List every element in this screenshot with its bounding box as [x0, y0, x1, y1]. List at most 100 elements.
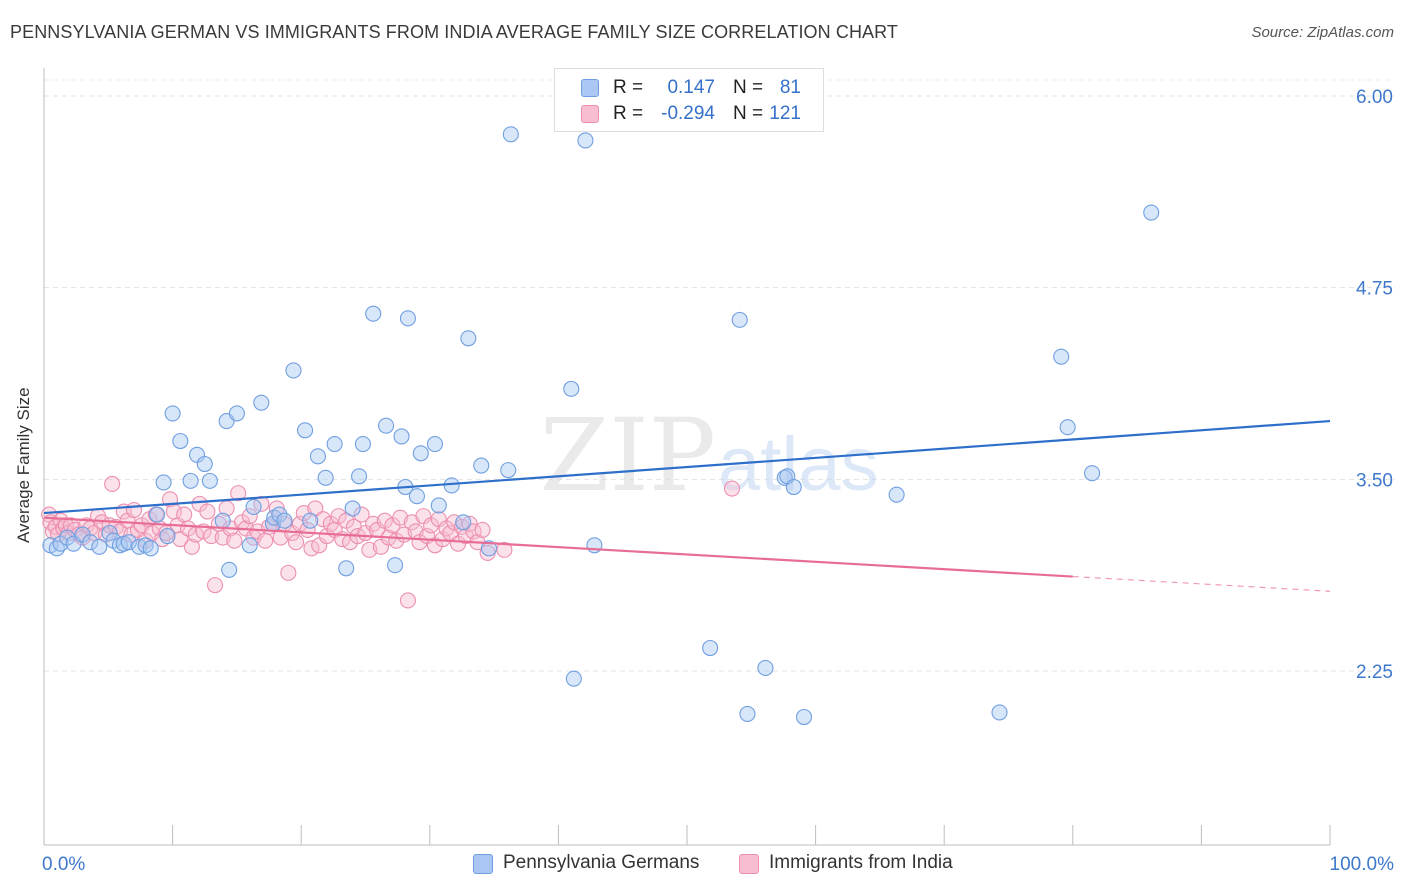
watermark-zip: ZIP	[540, 397, 716, 514]
point-immigrants-from-india	[288, 534, 305, 551]
y-tick-label: 2.25	[1356, 662, 1393, 683]
point-pennsylvania-germans	[228, 405, 245, 422]
trend-line-immigrants-from-india	[43, 516, 1073, 578]
point-pennsylvania-germans	[317, 469, 334, 486]
legend-swatch-pink	[581, 105, 599, 123]
point-pennsylvania-germans	[757, 659, 774, 676]
point-pennsylvania-germans	[785, 478, 802, 496]
legend-r-value: -0.294	[661, 103, 715, 124]
legend-n-value: 121	[769, 103, 801, 124]
point-pennsylvania-germans	[473, 457, 490, 474]
point-pennsylvania-germans	[245, 498, 262, 515]
point-pennsylvania-germans	[412, 445, 429, 462]
point-pennsylvania-germans	[455, 514, 472, 531]
point-immigrants-from-india	[446, 514, 463, 531]
point-pennsylvania-germans	[1053, 348, 1070, 365]
point-pennsylvania-germans	[214, 512, 231, 529]
point-pennsylvania-germans	[155, 474, 172, 491]
point-immigrants-from-india	[104, 475, 121, 492]
legend-n-label: N =	[733, 103, 764, 124]
point-immigrants-from-india	[353, 506, 370, 523]
point-pennsylvania-germans	[480, 540, 498, 557]
point-pennsylvania-germans	[408, 488, 425, 505]
points-layer	[41, 126, 1160, 726]
point-pennsylvania-germans	[297, 422, 314, 439]
point-pennsylvania-germans	[52, 535, 69, 552]
point-immigrants-from-india	[723, 480, 741, 497]
point-pennsylvania-germans	[182, 472, 199, 489]
y-axis-label: Average Family Size	[14, 387, 33, 543]
point-pennsylvania-germans	[502, 126, 519, 143]
series-swatch-pink	[739, 854, 759, 874]
point-pennsylvania-germans	[91, 538, 108, 555]
axes-layer: 2.25 3.50 4.75 6.00 0.0% 100.0%	[42, 68, 1394, 875]
point-pennsylvania-germans	[565, 670, 582, 687]
point-pennsylvania-germans	[577, 132, 594, 149]
point-pennsylvania-germans	[309, 448, 326, 465]
point-pennsylvania-germans	[149, 506, 166, 523]
correlation-legend: R = 0.147 N = 81 R = -0.294 N = 121	[554, 68, 824, 132]
point-pennsylvania-germans	[326, 436, 343, 453]
point-pennsylvania-germans	[393, 428, 410, 445]
point-pennsylvania-germans	[285, 362, 302, 379]
point-immigrants-from-india	[203, 528, 220, 545]
y-tick-label: 6.00	[1356, 87, 1393, 108]
point-immigrants-from-india	[183, 538, 200, 555]
point-immigrants-from-india	[226, 532, 243, 549]
point-pennsylvania-germans	[241, 537, 258, 554]
point-pennsylvania-germans	[120, 534, 137, 551]
point-immigrants-from-india	[176, 506, 193, 523]
point-pennsylvania-germans	[1084, 465, 1101, 482]
point-immigrants-from-india	[496, 541, 513, 558]
legend-r-label: R =	[613, 77, 644, 98]
legend-swatch-blue	[581, 79, 599, 97]
point-pennsylvania-germans	[795, 708, 813, 726]
legend-n-value: 81	[779, 77, 801, 98]
point-pennsylvania-germans	[266, 509, 283, 526]
legend-r-value: 0.147	[667, 77, 715, 98]
point-pennsylvania-germans	[991, 704, 1008, 721]
point-pennsylvania-germans	[276, 512, 293, 529]
x-tick-label: 100.0%	[1330, 854, 1395, 875]
chart-title: PENNSYLVANIA GERMAN VS IMMIGRANTS FROM I…	[10, 22, 899, 42]
point-immigrants-from-india	[399, 592, 416, 609]
point-immigrants-from-india	[461, 515, 478, 532]
point-pennsylvania-germans	[443, 477, 460, 494]
source-label: Source: ZipAtlas.com	[1251, 24, 1394, 41]
point-pennsylvania-germans	[387, 557, 404, 574]
point-immigrants-from-india	[280, 564, 297, 581]
trend-line-extension	[1072, 575, 1331, 592]
point-pennsylvania-germans	[201, 472, 218, 489]
point-pennsylvania-germans	[131, 538, 148, 555]
point-pennsylvania-germans	[196, 455, 213, 473]
point-immigrants-from-india	[315, 511, 332, 528]
grid-layer	[44, 79, 1395, 672]
trend-layer	[43, 419, 1331, 592]
legend-n-label: N =	[733, 77, 764, 98]
point-immigrants-from-india	[474, 521, 491, 538]
point-pennsylvania-germans	[172, 432, 189, 450]
point-pennsylvania-germans	[344, 500, 361, 517]
point-pennsylvania-germans	[137, 537, 154, 554]
watermark-atlas: atlas	[718, 422, 879, 507]
point-pennsylvania-germans	[365, 305, 382, 322]
point-pennsylvania-germans	[159, 528, 176, 545]
point-pennsylvania-germans	[702, 639, 719, 657]
point-pennsylvania-germans	[563, 380, 580, 397]
point-pennsylvania-germans	[253, 394, 270, 411]
point-pennsylvania-germans	[142, 540, 159, 557]
point-immigrants-from-india	[330, 508, 347, 525]
point-immigrants-from-india	[241, 508, 258, 525]
point-pennsylvania-germans	[460, 330, 477, 347]
trend-line-pennsylvania-germans	[43, 419, 1331, 515]
x-tick-label: 0.0%	[42, 854, 85, 875]
point-immigrants-from-india	[376, 512, 393, 529]
point-pennsylvania-germans	[399, 310, 416, 327]
point-pennsylvania-germans	[354, 436, 371, 453]
point-pennsylvania-germans	[1143, 204, 1160, 221]
point-immigrants-from-india	[125, 501, 143, 519]
point-pennsylvania-germans	[500, 462, 517, 479]
point-pennsylvania-germans	[82, 534, 99, 551]
series-name: Immigrants from India	[769, 852, 953, 873]
